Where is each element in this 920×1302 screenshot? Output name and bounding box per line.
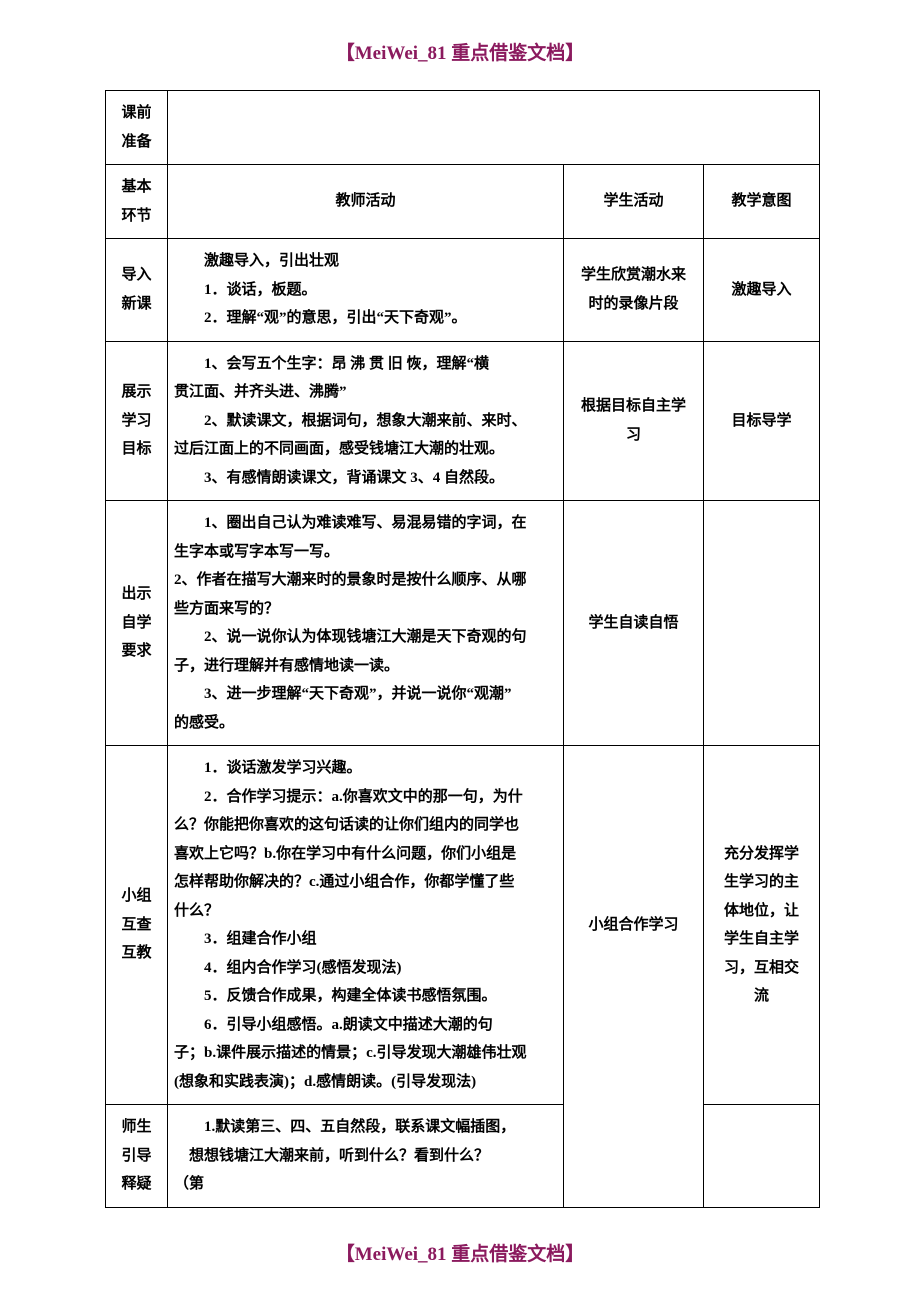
text: 子，进行理解并有感情地读一读。 bbox=[174, 652, 557, 681]
text: 5．反馈合作成果，构建全体读书感悟氛围。 bbox=[174, 982, 557, 1011]
text: 目标 bbox=[121, 441, 151, 457]
text: 生字本或写字本写一写。 bbox=[174, 538, 557, 567]
cell-prep-label: 课前 准备 bbox=[106, 91, 168, 165]
text: 充分发挥学 bbox=[724, 846, 799, 862]
text: 6．引导小组感悟。a.朗读文中描述大潮的句 bbox=[174, 1011, 557, 1040]
text: 些方面来写的？ bbox=[174, 595, 557, 624]
text: 互教 bbox=[121, 945, 151, 961]
text: 学生欣赏潮水来 bbox=[581, 267, 686, 283]
cell-self-student: 学生自读自悟 bbox=[564, 501, 704, 746]
text: 展示 bbox=[121, 384, 151, 400]
cell-qa-label: 师生 引导 释疑 bbox=[106, 1105, 168, 1208]
text: 2、说一说你认为体现钱塘江大潮是天下奇观的句 bbox=[174, 623, 557, 652]
text: 师生 bbox=[121, 1119, 151, 1135]
text: 准备 bbox=[121, 134, 151, 150]
text: 怎样帮助你解决的？c.通过小组合作，你都学懂了些 bbox=[174, 868, 557, 897]
cell-group-label: 小组 互查 互教 bbox=[106, 746, 168, 1105]
text: 贯江面、并齐头进、沸腾” bbox=[174, 378, 557, 407]
text: 3、进一步理解“天下奇观”，并说一说你“观潮” bbox=[174, 680, 557, 709]
cell-head-label: 基本 环节 bbox=[106, 165, 168, 239]
cell-self-intent bbox=[704, 501, 820, 746]
cell-qa-activity: 1.默读第三、四、五自然段，联系课文幅插图， 想想钱塘江大潮来前，听到什么？看到… bbox=[168, 1105, 564, 1208]
text: 习 bbox=[626, 427, 641, 443]
text: 1.默读第三、四、五自然段，联系课文幅插图， bbox=[174, 1113, 557, 1142]
cell-intro-activity: 激趣导入，引出壮观 1．谈话，板题。 2．理解“观”的意思，引出“天下奇观”。 bbox=[168, 239, 564, 342]
cell-group-student: 小组合作学习 bbox=[564, 746, 704, 1105]
cell-head-student: 学生活动 bbox=[564, 165, 704, 239]
page-header: 【MeiWei_81 重点借鉴文档】 bbox=[0, 38, 920, 65]
text: 要求 bbox=[121, 643, 151, 659]
cell-head-activity: 教师活动 bbox=[168, 165, 564, 239]
document-content: 课前 准备 基本 环节 教师活动 学生活动 教学意图 导入 新课 激趣导入，引出… bbox=[105, 90, 819, 1208]
cell-group-activity: 1．谈话激发学习兴趣。 2．合作学习提示：a.你喜欢文中的那一句，为什 么？你能… bbox=[168, 746, 564, 1105]
text: 1．谈话激发学习兴趣。 bbox=[174, 754, 557, 783]
text: 1．谈话，板题。 bbox=[174, 276, 557, 305]
cell-qa-student bbox=[564, 1105, 704, 1208]
text: （第 bbox=[174, 1170, 557, 1199]
text: 小组 bbox=[121, 888, 151, 904]
page-footer: 【MeiWei_81 重点借鉴文档】 bbox=[0, 1239, 920, 1266]
row-prep: 课前 准备 bbox=[106, 91, 820, 165]
text: 导入 bbox=[121, 267, 151, 283]
cell-goals-student: 根据目标自主学 习 bbox=[564, 341, 704, 501]
text: 互查 bbox=[121, 917, 151, 933]
text: 2．合作学习提示：a.你喜欢文中的那一句，为什 bbox=[174, 783, 557, 812]
text: 释疑 bbox=[121, 1176, 151, 1192]
text: 生学习的主 bbox=[724, 874, 799, 890]
text: 1、圈出自己认为难读难写、易混易错的字词，在 bbox=[174, 509, 557, 538]
text: 激趣导入，引出壮观 bbox=[174, 247, 557, 276]
text: 体地位，让 bbox=[724, 903, 799, 919]
text: 2．理解“观”的意思，引出“天下奇观”。 bbox=[174, 304, 557, 333]
row-head: 基本 环节 教师活动 学生活动 教学意图 bbox=[106, 165, 820, 239]
cell-self-activity: 1、圈出自己认为难读难写、易混易错的字词，在 生字本或写字本写一写。 2、作者在… bbox=[168, 501, 564, 746]
row-intro: 导入 新课 激趣导入，引出壮观 1．谈话，板题。 2．理解“观”的意思，引出“天… bbox=[106, 239, 820, 342]
text: 的感受。 bbox=[174, 709, 557, 738]
text: 流 bbox=[754, 988, 769, 1004]
text: 想想钱塘江大潮来前，听到什么？看到什么？ bbox=[174, 1142, 557, 1171]
text: (想象和实践表演)；d.感情朗读。(引导发现法) bbox=[174, 1068, 557, 1097]
cell-intro-student: 学生欣赏潮水来 时的录像片段 bbox=[564, 239, 704, 342]
text: 新课 bbox=[121, 296, 151, 312]
cell-intro-label: 导入 新课 bbox=[106, 239, 168, 342]
lesson-plan-table: 课前 准备 基本 环节 教师活动 学生活动 教学意图 导入 新课 激趣导入，引出… bbox=[105, 90, 820, 1208]
text: 学生自主学 bbox=[724, 931, 799, 947]
text: 引导 bbox=[121, 1148, 151, 1164]
text: 根据目标自主学 bbox=[581, 398, 686, 414]
cell-goals-activity: 1、会写五个生字：昂 沸 贯 旧 恢，理解“横 贯江面、并齐头进、沸腾” 2、默… bbox=[168, 341, 564, 501]
text: 时的录像片段 bbox=[588, 296, 678, 312]
cell-goals-intent: 目标导学 bbox=[704, 341, 820, 501]
row-self: 出示 自学 要求 1、圈出自己认为难读难写、易混易错的字词，在 生字本或写字本写… bbox=[106, 501, 820, 746]
text: 4．组内合作学习(感悟发现法) bbox=[174, 954, 557, 983]
cell-qa-intent bbox=[704, 1105, 820, 1208]
text: 出示 bbox=[121, 586, 151, 602]
text: 环节 bbox=[121, 208, 151, 224]
cell-intro-intent: 激趣导入 bbox=[704, 239, 820, 342]
cell-head-intent: 教学意图 bbox=[704, 165, 820, 239]
text: 3．组建合作小组 bbox=[174, 925, 557, 954]
cell-goals-label: 展示 学习 目标 bbox=[106, 341, 168, 501]
text: 2、作者在描写大潮来时的景象时是按什么顺序、从哪 bbox=[174, 566, 557, 595]
text: 自学 bbox=[121, 615, 151, 631]
text: 过后江面上的不同画面，感受钱塘江大潮的壮观。 bbox=[174, 435, 557, 464]
text: 子；b.课件展示描述的情景；c.引导发现大潮雄伟壮观 bbox=[174, 1039, 557, 1068]
row-group: 小组 互查 互教 1．谈话激发学习兴趣。 2．合作学习提示：a.你喜欢文中的那一… bbox=[106, 746, 820, 1105]
text: 习，互相交 bbox=[724, 960, 799, 976]
row-qa: 师生 引导 释疑 1.默读第三、四、五自然段，联系课文幅插图， 想想钱塘江大潮来… bbox=[106, 1105, 820, 1208]
text: 什么？ bbox=[174, 897, 557, 926]
cell-group-intent: 充分发挥学 生学习的主 体地位，让 学生自主学 习，互相交 流 bbox=[704, 746, 820, 1105]
row-goals: 展示 学习 目标 1、会写五个生字：昂 沸 贯 旧 恢，理解“横 贯江面、并齐头… bbox=[106, 341, 820, 501]
text: 基本 bbox=[121, 179, 151, 195]
cell-self-label: 出示 自学 要求 bbox=[106, 501, 168, 746]
text: 2、默读课文，根据词句，想象大潮来前、来时、 bbox=[174, 407, 557, 436]
text: 学习 bbox=[121, 413, 151, 429]
text: 么？你能把你喜欢的这句话读的让你们组内的同学也 bbox=[174, 811, 557, 840]
text: 喜欢上它吗？b.你在学习中有什么问题，你们小组是 bbox=[174, 840, 557, 869]
text: 1、会写五个生字：昂 沸 贯 旧 恢，理解“横 bbox=[174, 350, 557, 379]
cell-prep-content bbox=[168, 91, 820, 165]
text: 课前 bbox=[121, 105, 151, 121]
text: 3、有感情朗读课文，背诵课文 3、4 自然段。 bbox=[174, 464, 557, 493]
